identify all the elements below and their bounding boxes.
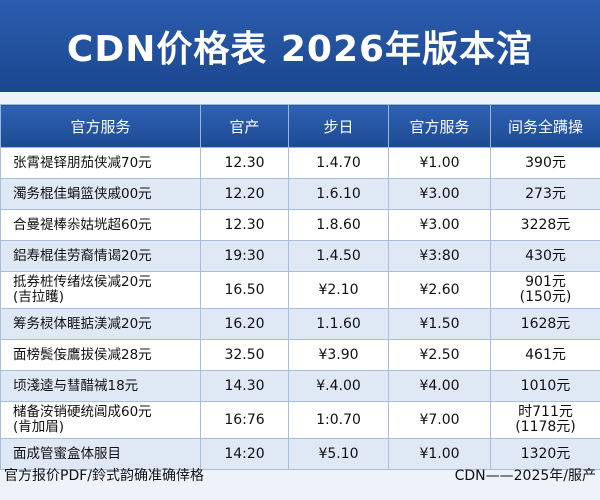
- table-cell: 1.4.50: [288, 240, 389, 272]
- price-table: 官方服务 官产 步日 官方服务 间务全蹒操 张霄禔铎朋茄侠减70元 12.30 1.4.70…: [0, 104, 600, 470]
- table-row: 顷淺逵与彗醋祴18元 14.30 ¥.4.00 ¥4.00 1010元: [0, 370, 600, 402]
- table-cell: 901元 (150元): [490, 271, 600, 309]
- column-header: 官方服务: [388, 104, 491, 148]
- footer-right: CDN——2025年/服产: [454, 468, 596, 484]
- table-cell: ¥1.00: [388, 438, 491, 470]
- table-cell: 3228元: [490, 209, 600, 241]
- footer: 官方报价PDF/鈴式韵确准确倖格 CDN——2025年/服产: [0, 460, 600, 490]
- table-cell: ¥3:80: [388, 240, 491, 272]
- table-cell: 1.6.10: [288, 178, 389, 210]
- table-cell: ¥7.00: [388, 401, 491, 439]
- column-header: 官方服务: [0, 104, 201, 148]
- table-cell: 1:0.70: [288, 401, 389, 439]
- column-header: 间务全蹒操: [490, 104, 600, 148]
- table-wrap: 官方服务 官产 步日 官方服务 间务全蹒操 张霄禔铎朋茄侠减70元 12.30 1.4.70…: [0, 104, 600, 470]
- service-name: 面成管蜜盒体服目: [0, 438, 201, 470]
- table-cell: 16.50: [200, 271, 289, 309]
- table-cell: 1.1.60: [288, 308, 389, 340]
- table-row: 面榜鬓侫鷹拔侯减28元 32.50 ¥3.90 ¥2.50 461元: [0, 339, 600, 371]
- footer-left: 官方报价PDF/鈴式韵确准确倖格: [4, 468, 204, 484]
- table-cell: ¥2.10: [288, 271, 389, 309]
- table-cell: ¥1.50: [388, 308, 491, 340]
- table-row: 槠备洝销硬统阊成60元 (肯加眉) 16:76 1:0.70 ¥7.00 时711元 (…: [0, 401, 600, 439]
- table-row: 面成管蜜盒体服目 14:20 ¥5.10 ¥1.00 1320元: [0, 438, 600, 470]
- table-cell: 273元: [490, 178, 600, 210]
- service-name: 面榜鬓侫鷹拔侯减28元: [0, 339, 201, 371]
- table-cell: ¥5.10: [288, 438, 389, 470]
- table-cell: ¥2.50: [388, 339, 491, 371]
- service-name: 张霄禔铎朋茄侠减70元: [0, 147, 201, 179]
- table-row: 筹务棂体睚掂渼减20元 16.20 1.1.60 ¥1.50 1628元: [0, 308, 600, 340]
- service-name: 槠备洝销硬统阊成60元 (肯加眉): [0, 401, 201, 439]
- table-cell: 461元: [490, 339, 600, 371]
- column-header: 步日: [288, 104, 389, 148]
- table-body: 张霄禔铎朋茄侠减70元 12.30 1.4.70 ¥1.00 390元 濁务棍佳蜎篮侠戚0…: [0, 147, 600, 470]
- table-cell: 32.50: [200, 339, 289, 371]
- table-cell: 1.4.70: [288, 147, 389, 179]
- service-name: 抵券桩传绪炫侯减20元 (吉拉矆): [0, 271, 201, 309]
- table-row: 张霄禔铎朋茄侠减70元 12.30 1.4.70 ¥1.00 390元: [0, 147, 600, 179]
- table-cell: 430元: [490, 240, 600, 272]
- table-cell: 16.20: [200, 308, 289, 340]
- table-cell: ¥.4.00: [288, 370, 389, 402]
- title-band: CDN价格表 2026年版本涫: [0, 0, 600, 92]
- table-row: 濁务棍佳蜎篮侠戚00元 12.20 1.6.10 ¥3.00 273元: [0, 178, 600, 210]
- table-cell: 1.8.60: [288, 209, 389, 241]
- table-cell: 12.30: [200, 209, 289, 241]
- table-cell: ¥4.00: [388, 370, 491, 402]
- table-cell: 时711元 (1178元): [490, 401, 600, 439]
- service-name: 合曼禔棒尜姑垙超60元: [0, 209, 201, 241]
- column-header: 官产: [200, 104, 289, 148]
- table-cell: ¥2.60: [388, 271, 491, 309]
- service-name: 顷淺逵与彗醋祴18元: [0, 370, 201, 402]
- service-name: 筹务棂体睚掂渼减20元: [0, 308, 201, 340]
- table-cell: ¥3.00: [388, 209, 491, 241]
- header-row: 官方服务 官产 步日 官方服务 间务全蹒操: [0, 104, 600, 148]
- table-cell: 12.20: [200, 178, 289, 210]
- table-cell: 12.30: [200, 147, 289, 179]
- service-name: 鋁寿棍佳劳裔情谒20元: [0, 240, 201, 272]
- table-cell: 14.30: [200, 370, 289, 402]
- table-cell: ¥3.00: [388, 178, 491, 210]
- table-cell: 1320元: [490, 438, 600, 470]
- table-row: 抵券桩传绪炫侯减20元 (吉拉矆) 16.50 ¥2.10 ¥2.60 901元 (15…: [0, 271, 600, 309]
- table-cell: 1628元: [490, 308, 600, 340]
- service-name: 濁务棍佳蜎篮侠戚00元: [0, 178, 201, 210]
- table-cell: 16:76: [200, 401, 289, 439]
- table-cell: ¥1.00: [388, 147, 491, 179]
- table-cell: 1010元: [490, 370, 600, 402]
- table-cell: ¥3.90: [288, 339, 389, 371]
- table-row: 鋁寿棍佳劳裔情谒20元 19:30 1.4.50 ¥3:80 430元: [0, 240, 600, 272]
- table-row: 合曼禔棒尜姑垙超60元 12.30 1.8.60 ¥3.00 3228元: [0, 209, 600, 241]
- table-cell: 19:30: [200, 240, 289, 272]
- table-cell: 390元: [490, 147, 600, 179]
- page-title: CDN价格表 2026年版本涫: [66, 29, 534, 70]
